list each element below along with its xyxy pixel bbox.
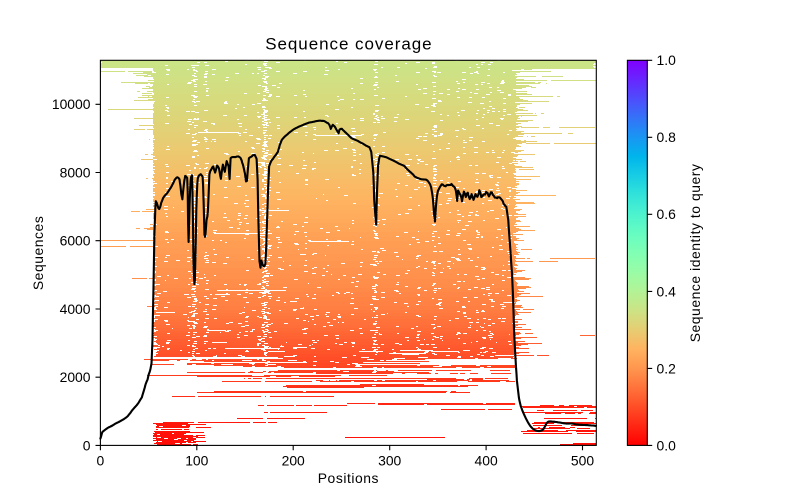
svg-text:0: 0 [83, 437, 91, 453]
svg-text:8000: 8000 [60, 164, 91, 180]
svg-text:0.2: 0.2 [657, 360, 677, 376]
svg-text:0.8: 0.8 [657, 129, 677, 145]
svg-text:0.4: 0.4 [657, 283, 677, 299]
svg-text:100: 100 [185, 453, 208, 469]
svg-text:0.0: 0.0 [657, 437, 677, 453]
svg-text:300: 300 [378, 453, 401, 469]
svg-text:10000: 10000 [52, 96, 91, 112]
svg-text:1.0: 1.0 [657, 52, 677, 68]
svg-text:0: 0 [97, 453, 105, 469]
svg-text:Positions: Positions [318, 470, 379, 486]
svg-text:6000: 6000 [60, 233, 91, 249]
svg-text:Sequence identity to query: Sequence identity to query [687, 164, 703, 343]
svg-text:500: 500 [571, 453, 594, 469]
svg-text:200: 200 [282, 453, 305, 469]
svg-text:2000: 2000 [60, 369, 91, 385]
svg-text:400: 400 [475, 453, 498, 469]
svg-text:Sequence coverage: Sequence coverage [265, 34, 432, 53]
svg-text:Sequences: Sequences [30, 216, 46, 290]
svg-text:4000: 4000 [60, 301, 91, 317]
svg-text:0.6: 0.6 [657, 206, 677, 222]
